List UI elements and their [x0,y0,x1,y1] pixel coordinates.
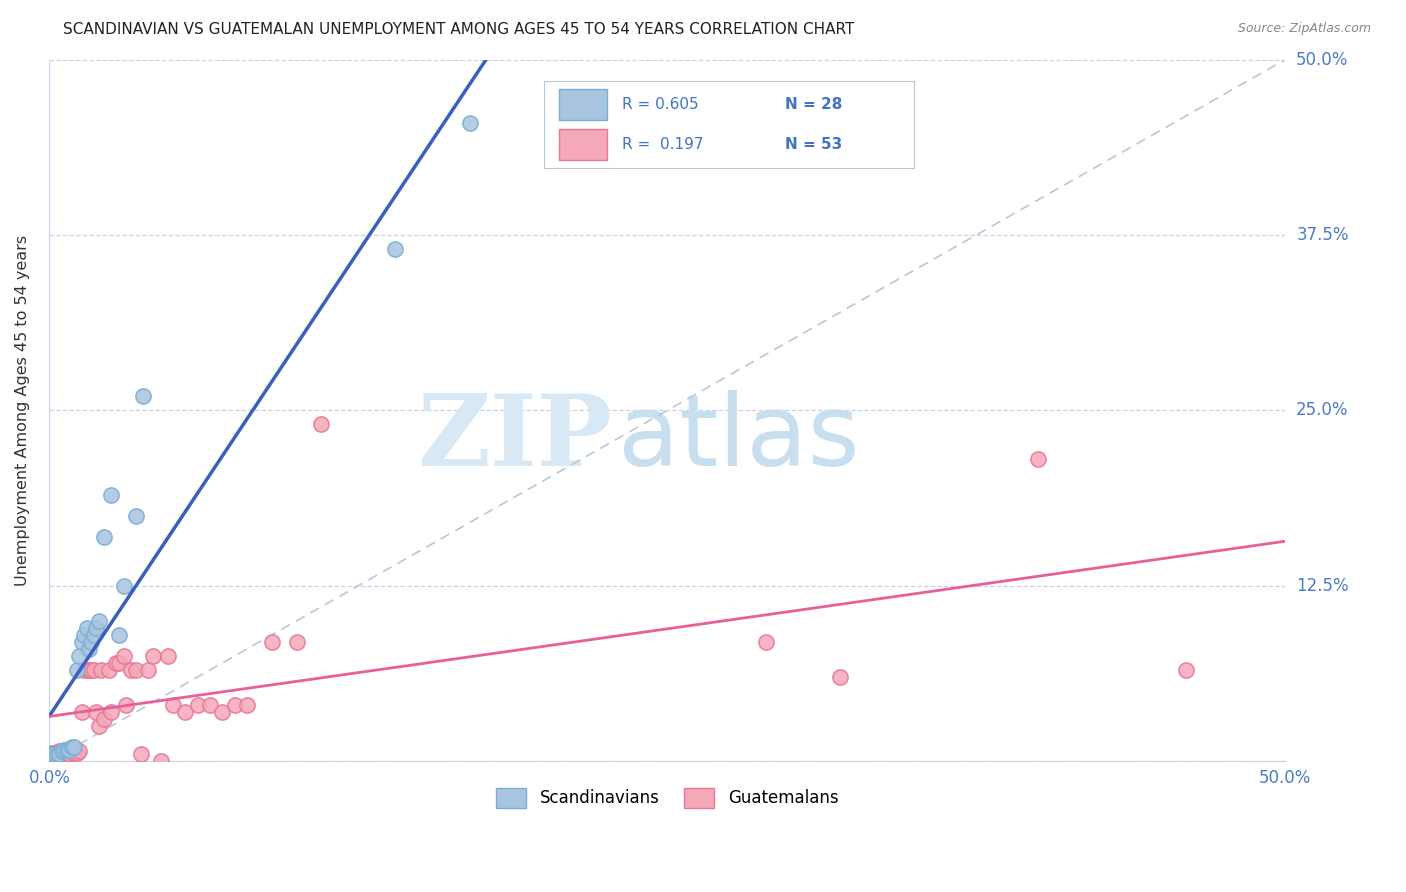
Point [63,746,86,760]
Point [236,698,259,712]
Point [80,635,103,649]
Point [458,116,481,130]
Point [48,744,70,758]
Text: 37.5%: 37.5% [1296,226,1348,244]
Point [41,747,63,761]
Legend: Scandinavians, Guatemalans: Scandinavians, Guatemalans [488,780,846,816]
Point [63,746,86,760]
Point [1026,452,1049,467]
Point [55,746,77,760]
Point [384,242,406,256]
Point [142,648,165,663]
Point [260,635,283,649]
Point [93,530,115,544]
Point [41,746,63,760]
Point [107,656,129,670]
Point [1175,663,1198,677]
Point [80,663,103,677]
Point [63,739,86,754]
Point [174,705,197,719]
Point [53,746,76,760]
Point [83,628,105,642]
Text: atlas: atlas [617,390,859,487]
Point [73,663,96,677]
Text: ZIP: ZIP [416,390,612,487]
Point [66,746,89,760]
Point [162,698,184,712]
Point [112,579,135,593]
Point [53,743,76,757]
Text: 12.5%: 12.5% [1296,577,1348,595]
Point [70,635,93,649]
Point [67,648,90,663]
Point [76,621,98,635]
Point [51,746,73,760]
Point [77,663,100,677]
Point [83,663,105,677]
Point [66,663,89,677]
Point [90,663,112,677]
Point [129,747,152,761]
Text: 25.0%: 25.0% [1296,401,1348,419]
Point [100,487,122,501]
Point [77,641,100,656]
Point [136,663,159,677]
Point [58,743,80,757]
Point [224,698,246,712]
Point [70,705,93,719]
Point [112,648,135,663]
Point [125,663,148,677]
Point [149,754,172,768]
Point [107,628,129,642]
Point [132,389,155,403]
Point [38,747,60,761]
Point [86,621,108,635]
Point [187,698,209,712]
Point [60,739,83,754]
Point [76,663,98,677]
Point [198,698,221,712]
Point [120,663,142,677]
Point [73,628,96,642]
Point [211,705,233,719]
Point [58,747,80,761]
Y-axis label: Unemployment Among Ages 45 to 54 years: Unemployment Among Ages 45 to 54 years [15,235,30,586]
Point [45,747,67,761]
Point [60,744,83,758]
Point [44,746,66,760]
Point [67,744,90,758]
Point [157,648,180,663]
Point [55,743,77,757]
Point [830,670,852,684]
Point [93,712,115,726]
Text: SCANDINAVIAN VS GUATEMALAN UNEMPLOYMENT AMONG AGES 45 TO 54 YEARS CORRELATION CH: SCANDINAVIAN VS GUATEMALAN UNEMPLOYMENT … [63,22,855,37]
Point [41,747,63,761]
Point [100,705,122,719]
Point [97,663,120,677]
Point [87,614,110,628]
Point [115,698,138,712]
Point [48,747,70,761]
Point [105,656,128,670]
Point [125,508,148,523]
Point [311,417,333,432]
Point [51,744,73,758]
Point [51,744,73,758]
Point [45,746,67,760]
Point [87,719,110,733]
Point [86,705,108,719]
Point [755,635,778,649]
Text: Source: ZipAtlas.com: Source: ZipAtlas.com [1237,22,1371,36]
Point [44,747,66,761]
Point [285,635,308,649]
Text: 50.0%: 50.0% [1296,51,1348,69]
